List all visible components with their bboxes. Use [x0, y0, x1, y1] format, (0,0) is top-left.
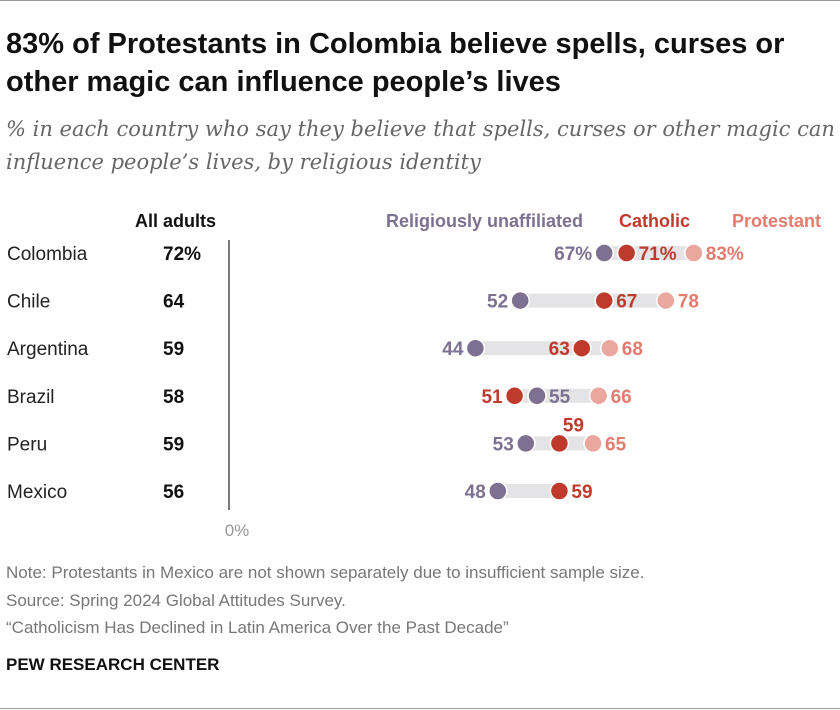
value-label-catholic: 51 — [481, 387, 503, 408]
all-adults-value: 72% — [163, 244, 201, 265]
value-label-protestant: 65 — [605, 434, 627, 455]
bottom-rule — [0, 708, 840, 709]
dot-unaffiliated — [510, 290, 530, 311]
source: Source: Spring 2024 Global Attitudes Sur… — [6, 591, 346, 610]
brand-logo-text: PEW RESEARCH CENTER — [6, 655, 220, 674]
all-adults-value: 64 — [163, 292, 185, 313]
country-label: Colombia — [7, 244, 88, 265]
dot-protestant — [583, 433, 603, 454]
value-label-unaffiliated: 44 — [442, 339, 464, 360]
report-title: “Catholicism Has Declined in Latin Ameri… — [6, 618, 509, 637]
country-label: Brazil — [7, 387, 55, 408]
value-label-protestant: 68 — [622, 339, 643, 360]
top-rule — [0, 0, 840, 1]
dot-unaffiliated — [516, 433, 536, 454]
value-label-catholic: 71% — [639, 244, 677, 265]
dot-unaffiliated — [465, 338, 486, 358]
all-adults-value: 58 — [163, 387, 184, 408]
value-label-protestant: 78 — [678, 292, 699, 313]
dot-catholic — [572, 338, 592, 358]
dot-catholic — [549, 481, 570, 501]
all-adults-value: 59 — [163, 434, 184, 455]
value-label-catholic: 63 — [549, 339, 570, 360]
dot-unaffiliated — [527, 386, 547, 406]
dot-unaffiliated — [594, 243, 614, 263]
value-label-protestant: 66 — [611, 387, 632, 408]
dot-unaffiliated — [488, 481, 508, 501]
chart-title: 83% of Protestants in Colombia believe s… — [6, 28, 785, 98]
dot-catholic — [594, 290, 614, 311]
note: Note: Protestants in Mexico are not show… — [6, 563, 645, 582]
dot-catholic — [504, 386, 525, 406]
value-label-unaffiliated: 52 — [487, 292, 508, 313]
all-adults-value: 59 — [163, 339, 184, 360]
country-label: Mexico — [7, 482, 67, 503]
range-bar — [497, 484, 560, 498]
value-label-unaffiliated: 53 — [493, 434, 514, 455]
value-label-unaffiliated: 67% — [554, 244, 592, 265]
all-adults-value: 56 — [163, 482, 184, 503]
all-adults-header: All adults — [135, 211, 216, 231]
value-label-unaffiliated: 48 — [465, 482, 486, 503]
dot-catholic — [549, 433, 570, 454]
range-bar — [520, 293, 666, 308]
country-label: Argentina — [7, 339, 89, 360]
value-label-catholic: 59 — [563, 415, 584, 436]
chart-subtitle: % in each country who say they believe t… — [6, 117, 835, 174]
dot-protestant — [588, 386, 609, 406]
value-label-catholic: 59 — [571, 482, 592, 503]
dot-protestant — [684, 243, 704, 263]
dot-protestant — [656, 290, 676, 311]
country-label: Chile — [7, 292, 50, 313]
value-label-unaffiliated: 55 — [549, 387, 571, 408]
dot-catholic — [616, 243, 637, 263]
legend-1: Catholic — [619, 211, 690, 231]
country-label: Peru — [7, 434, 47, 455]
legend-0: Religiously unaffiliated — [386, 211, 583, 231]
value-label-protestant: 83% — [706, 244, 744, 265]
zero-tick-label: 0% — [225, 521, 250, 540]
dot-protestant — [600, 338, 620, 358]
value-label-catholic: 67 — [616, 292, 637, 313]
legend-2: Protestant — [732, 211, 821, 231]
